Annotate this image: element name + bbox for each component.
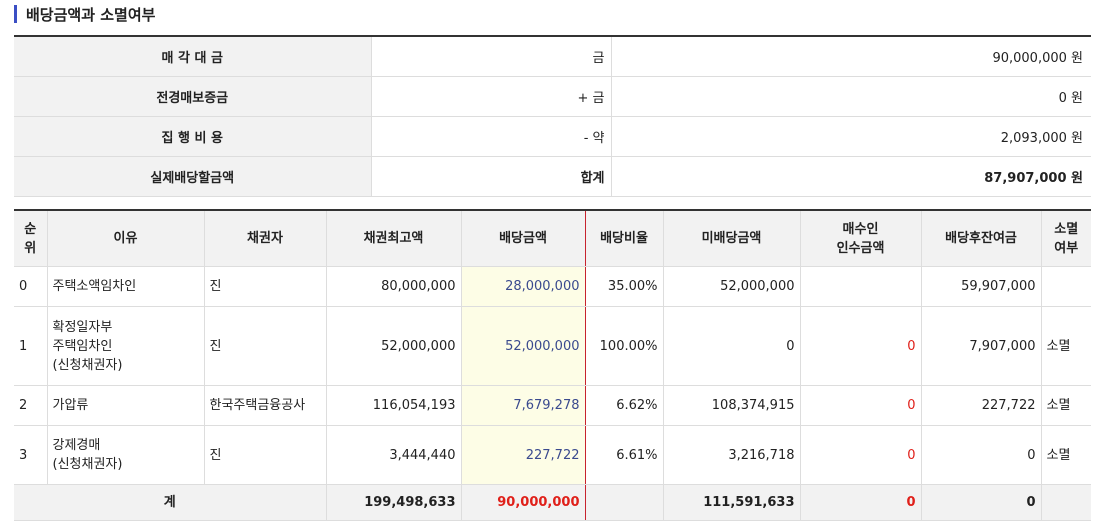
cell-buyer-amount: 0 — [800, 425, 922, 485]
summary-unit: 금 — [371, 36, 612, 77]
total-ratio — [585, 484, 664, 521]
summary-unit: 합계 — [371, 156, 612, 197]
cell-reason: 강제경매 (신청채권자) — [47, 425, 205, 485]
header-extinct: 소멸 여부 — [1041, 210, 1091, 267]
cell-balance: 0 — [921, 425, 1042, 485]
total-max-claim: 199,498,633 — [326, 484, 462, 521]
cell-unpaid: 52,000,000 — [663, 266, 801, 307]
total-row: 계 199,498,633 90,000,000 111,591,633 0 0 — [14, 484, 1091, 521]
cell-rank: 0 — [14, 266, 48, 307]
header-balance: 배당후잔여금 — [921, 210, 1042, 267]
cell-max-claim: 80,000,000 — [326, 266, 462, 307]
cell-max-claim: 52,000,000 — [326, 306, 462, 386]
summary-row-sale-price: 매 각 대 금 금 90,000,000 원 — [14, 36, 1091, 77]
cell-reason: 확정일자부 주택임차인 (신청채권자) — [47, 306, 205, 386]
header-creditor: 채권자 — [204, 210, 327, 267]
total-label: 계 — [14, 484, 327, 521]
header-ratio: 배당비율 — [585, 210, 664, 267]
header-dividend: 배당금액 — [460, 210, 586, 267]
cell-ratio: 100.00% — [585, 306, 664, 386]
summary-row-expense: 집 행 비 용 - 약 2,093,000 원 — [14, 116, 1091, 157]
cell-unpaid: 3,216,718 — [663, 425, 801, 485]
table-row: 1 확정일자부 주택임차인 (신청채권자) 진 52,000,000 52,000,… — [14, 306, 1091, 386]
cell-max-claim: 3,444,440 — [326, 425, 462, 485]
summary-row-total: 실제배당할금액 합계 87,907,000 원 — [14, 156, 1091, 197]
summary-label: 실제배당할금액 — [14, 156, 372, 197]
summary-label: 전경매보증금 — [14, 76, 372, 117]
cell-dividend: 28,000,000 — [460, 266, 586, 307]
section-header: 배당금액과 소멸여부 — [14, 3, 155, 25]
summary-value: 87,907,000 원 — [611, 156, 1091, 197]
section-title: 배당금액과 소멸여부 — [26, 5, 156, 24]
cell-buyer-amount — [800, 266, 922, 307]
summary-value: 0 원 — [611, 76, 1091, 117]
cell-ratio: 35.00% — [585, 266, 664, 307]
cell-extinct — [1041, 266, 1091, 307]
cell-buyer-amount: 0 — [800, 385, 922, 426]
cell-extinct: 소멸 — [1041, 385, 1091, 426]
summary-unit: - 약 — [371, 116, 612, 157]
cell-creditor: 진 — [204, 306, 327, 386]
summary-row-deposit: 전경매보증금 + 금 0 원 — [14, 76, 1091, 117]
cell-unpaid: 108,374,915 — [663, 385, 801, 426]
cell-unpaid: 0 — [663, 306, 801, 386]
cell-extinct: 소멸 — [1041, 306, 1091, 386]
table-row: 2 가압류 한국주택금융공사 116,054,193 7,679,278 6.6… — [14, 385, 1091, 426]
total-balance: 0 — [921, 484, 1042, 521]
summary-label: 집 행 비 용 — [14, 116, 372, 157]
cell-ratio: 6.62% — [585, 385, 664, 426]
total-dividend: 90,000,000 — [460, 484, 586, 521]
cell-rank: 2 — [14, 385, 48, 426]
cell-dividend: 52,000,000 — [460, 306, 586, 386]
cell-reason: 주택소액임차인 — [47, 266, 205, 307]
total-unpaid: 111,591,633 — [663, 484, 801, 521]
summary-unit: + 금 — [371, 76, 612, 117]
summary-table: 매 각 대 금 금 90,000,000 원 전경매보증금 + 금 0 원 집 … — [14, 35, 1091, 197]
cell-ratio: 6.61% — [585, 425, 664, 485]
cell-rank: 3 — [14, 425, 48, 485]
cell-reason: 가압류 — [47, 385, 205, 426]
accent-bar — [14, 5, 17, 23]
cell-balance: 7,907,000 — [921, 306, 1042, 386]
header-unpaid: 미배당금액 — [663, 210, 801, 267]
cell-balance: 227,722 — [921, 385, 1042, 426]
cell-dividend: 227,722 — [460, 425, 586, 485]
header-reason: 이유 — [47, 210, 205, 267]
cell-dividend: 7,679,278 — [460, 385, 586, 426]
table-row: 3 강제경매 (신청채권자) 진 3,444,440 227,722 6.61% … — [14, 425, 1091, 485]
cell-extinct: 소멸 — [1041, 425, 1091, 485]
table-row: 0 주택소액임차인 진 80,000,000 28,000,000 35.00%… — [14, 266, 1091, 307]
summary-value: 90,000,000 원 — [611, 36, 1091, 77]
header-buyer-amount: 매수인 인수금액 — [800, 210, 922, 267]
summary-value: 2,093,000 원 — [611, 116, 1091, 157]
cell-rank: 1 — [14, 306, 48, 386]
total-extinct — [1041, 484, 1091, 521]
cell-max-claim: 116,054,193 — [326, 385, 462, 426]
total-buyer-amount: 0 — [800, 484, 922, 521]
header-max-claim: 채권최고액 — [326, 210, 462, 267]
cell-creditor: 한국주택금융공사 — [204, 385, 327, 426]
cell-creditor: 진 — [204, 266, 327, 307]
cell-buyer-amount: 0 — [800, 306, 922, 386]
cell-balance: 59,907,000 — [921, 266, 1042, 307]
summary-label: 매 각 대 금 — [14, 36, 372, 77]
cell-creditor: 진 — [204, 425, 327, 485]
